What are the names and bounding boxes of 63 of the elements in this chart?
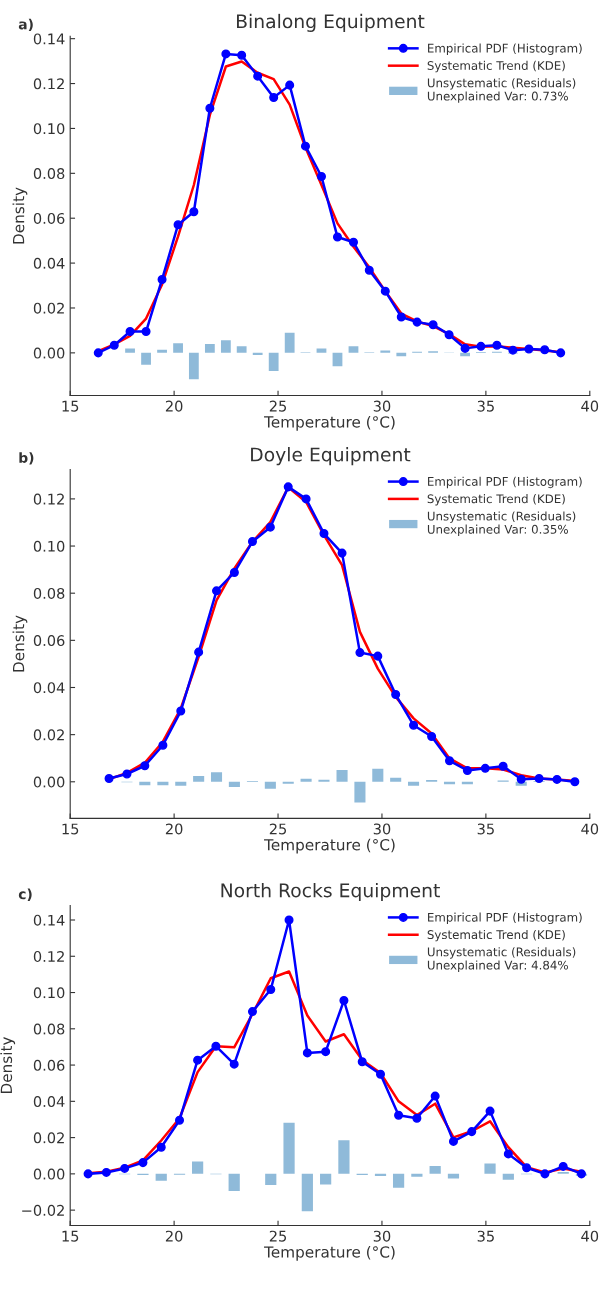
y-tick-label: 0.00 xyxy=(33,776,65,788)
chart-title: Doyle Equipment xyxy=(251,447,411,466)
y-tick-label: 0.10 xyxy=(33,123,65,135)
x-tick-label: 30 xyxy=(373,400,391,412)
y-tick-label: 0.10 xyxy=(33,540,65,552)
y-tick-label: 0.08 xyxy=(33,1023,65,1035)
legend-label: Empirical PDF (Histogram) xyxy=(428,476,582,489)
x-tick-label: 35 xyxy=(477,1230,494,1242)
y-tick-label: 0.02 xyxy=(33,729,64,741)
x-tick-label: 15 xyxy=(62,1230,79,1242)
x-axis-title: Temperature (°C) xyxy=(264,1245,395,1261)
x-tick-label: 20 xyxy=(165,1230,183,1242)
legend-label: Unsystematic (Residuals) Unexplained Var: 0.73% xyxy=(427,78,576,103)
x-tick-label: 40 xyxy=(581,400,599,412)
text: b) xyxy=(19,452,34,465)
x-tick-label: 30 xyxy=(373,823,391,835)
x-axis-title: Temperature (°C) xyxy=(264,415,395,431)
y-tick-label: 0.06 xyxy=(33,635,65,647)
y-tick-label: 0.04 xyxy=(33,1096,65,1108)
text: c) xyxy=(18,888,32,901)
chart-title: North Rocks Equipment xyxy=(221,882,440,902)
y-tick-label: 0.06 xyxy=(33,1059,65,1071)
legend-label: Unsystematic (Residuals) Unexplained Var: 4.84% xyxy=(427,947,576,972)
y-tick-label: 0.02 xyxy=(33,302,64,314)
y-tick-label: 0.02 xyxy=(33,1132,64,1144)
text: a) xyxy=(18,18,33,32)
y-axis-title: Density xyxy=(12,615,28,672)
y-tick-label: 0.00 xyxy=(33,347,65,359)
x-tick-label: 20 xyxy=(165,400,183,412)
x-tick-label: 20 xyxy=(165,823,183,835)
legend-label: Systematic Trend (KDE) xyxy=(427,494,565,506)
y-tick-label: 0.12 xyxy=(33,78,64,90)
legend-label: Systematic Trend (KDE) xyxy=(427,929,565,942)
y-axis-title: Density xyxy=(12,187,28,244)
x-axis-title: Temperature (°C) xyxy=(264,838,395,854)
y-tick-label: 0.08 xyxy=(33,168,65,180)
legend-label: Empirical PDF (Histogram) xyxy=(428,912,582,925)
legend-label: Empirical PDF (Histogram) xyxy=(428,43,582,55)
y-tick-label: 0.00 xyxy=(33,1168,65,1180)
y-tick-label: 0.12 xyxy=(33,493,64,505)
x-tick-label: 15 xyxy=(62,400,79,412)
x-tick-label: 35 xyxy=(477,823,494,835)
y-tick-label: 0.04 xyxy=(33,257,65,269)
x-tick-label: 30 xyxy=(373,1230,391,1242)
x-tick-label: 35 xyxy=(477,400,494,412)
x-tick-label: 25 xyxy=(269,1230,287,1242)
x-tick-label: 25 xyxy=(269,823,287,835)
x-tick-label: 25 xyxy=(269,400,287,412)
y-tick-label: 0.06 xyxy=(33,212,65,224)
y-tick-label: 0.14 xyxy=(33,33,65,45)
chart-title: Binalong Equipment xyxy=(237,13,425,32)
y-tick-label: −0.02 xyxy=(22,1204,64,1216)
y-tick-label: 0.12 xyxy=(33,950,64,963)
x-tick-label: 15 xyxy=(62,823,79,835)
x-tick-label: 40 xyxy=(581,823,599,835)
legend-label: Unsystematic (Residuals) Unexplained Var: 0.35% xyxy=(427,511,576,537)
y-tick-label: 0.14 xyxy=(33,914,65,926)
y-tick-label: 0.10 xyxy=(33,987,65,999)
x-tick-label: 40 xyxy=(581,1230,599,1242)
y-tick-label: 0.04 xyxy=(33,682,65,694)
y-axis-title: Density xyxy=(0,1036,16,1094)
legend-label: Systematic Trend (KDE) xyxy=(427,60,565,73)
y-tick-label: 0.08 xyxy=(33,587,65,599)
